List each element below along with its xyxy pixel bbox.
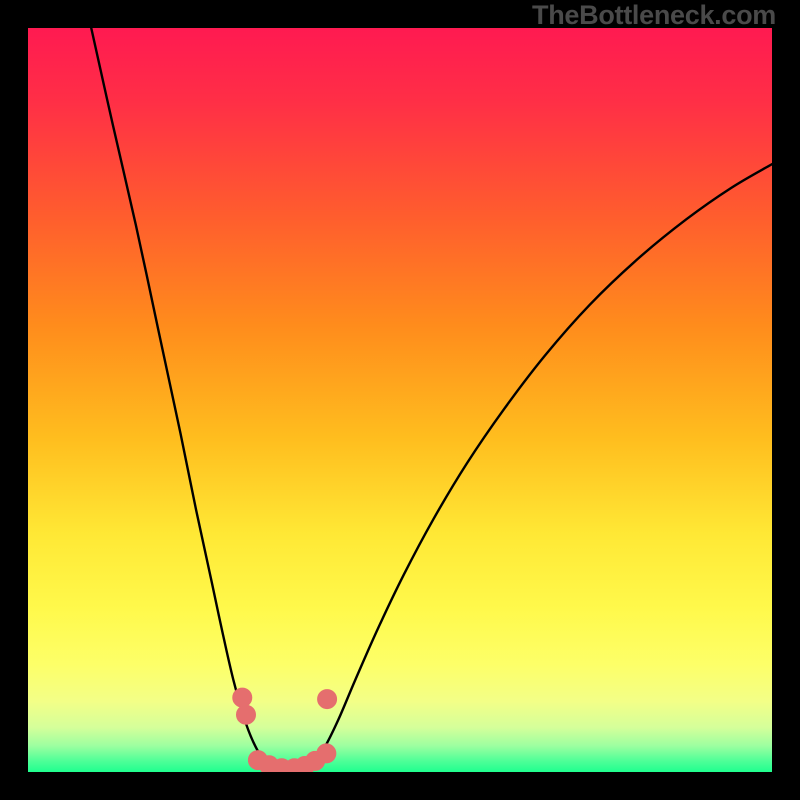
data-marker (233, 688, 252, 707)
plot-svg (28, 28, 772, 772)
attribution-text: TheBottleneck.com (532, 0, 776, 31)
data-marker (317, 744, 336, 763)
data-marker (236, 705, 255, 724)
gradient-background (28, 28, 772, 772)
border-bottom (0, 772, 800, 800)
border-right (772, 0, 800, 800)
border-left (0, 0, 28, 800)
plot-area (28, 28, 772, 772)
data-marker (318, 690, 337, 709)
chart-frame: TheBottleneck.com (0, 0, 800, 800)
